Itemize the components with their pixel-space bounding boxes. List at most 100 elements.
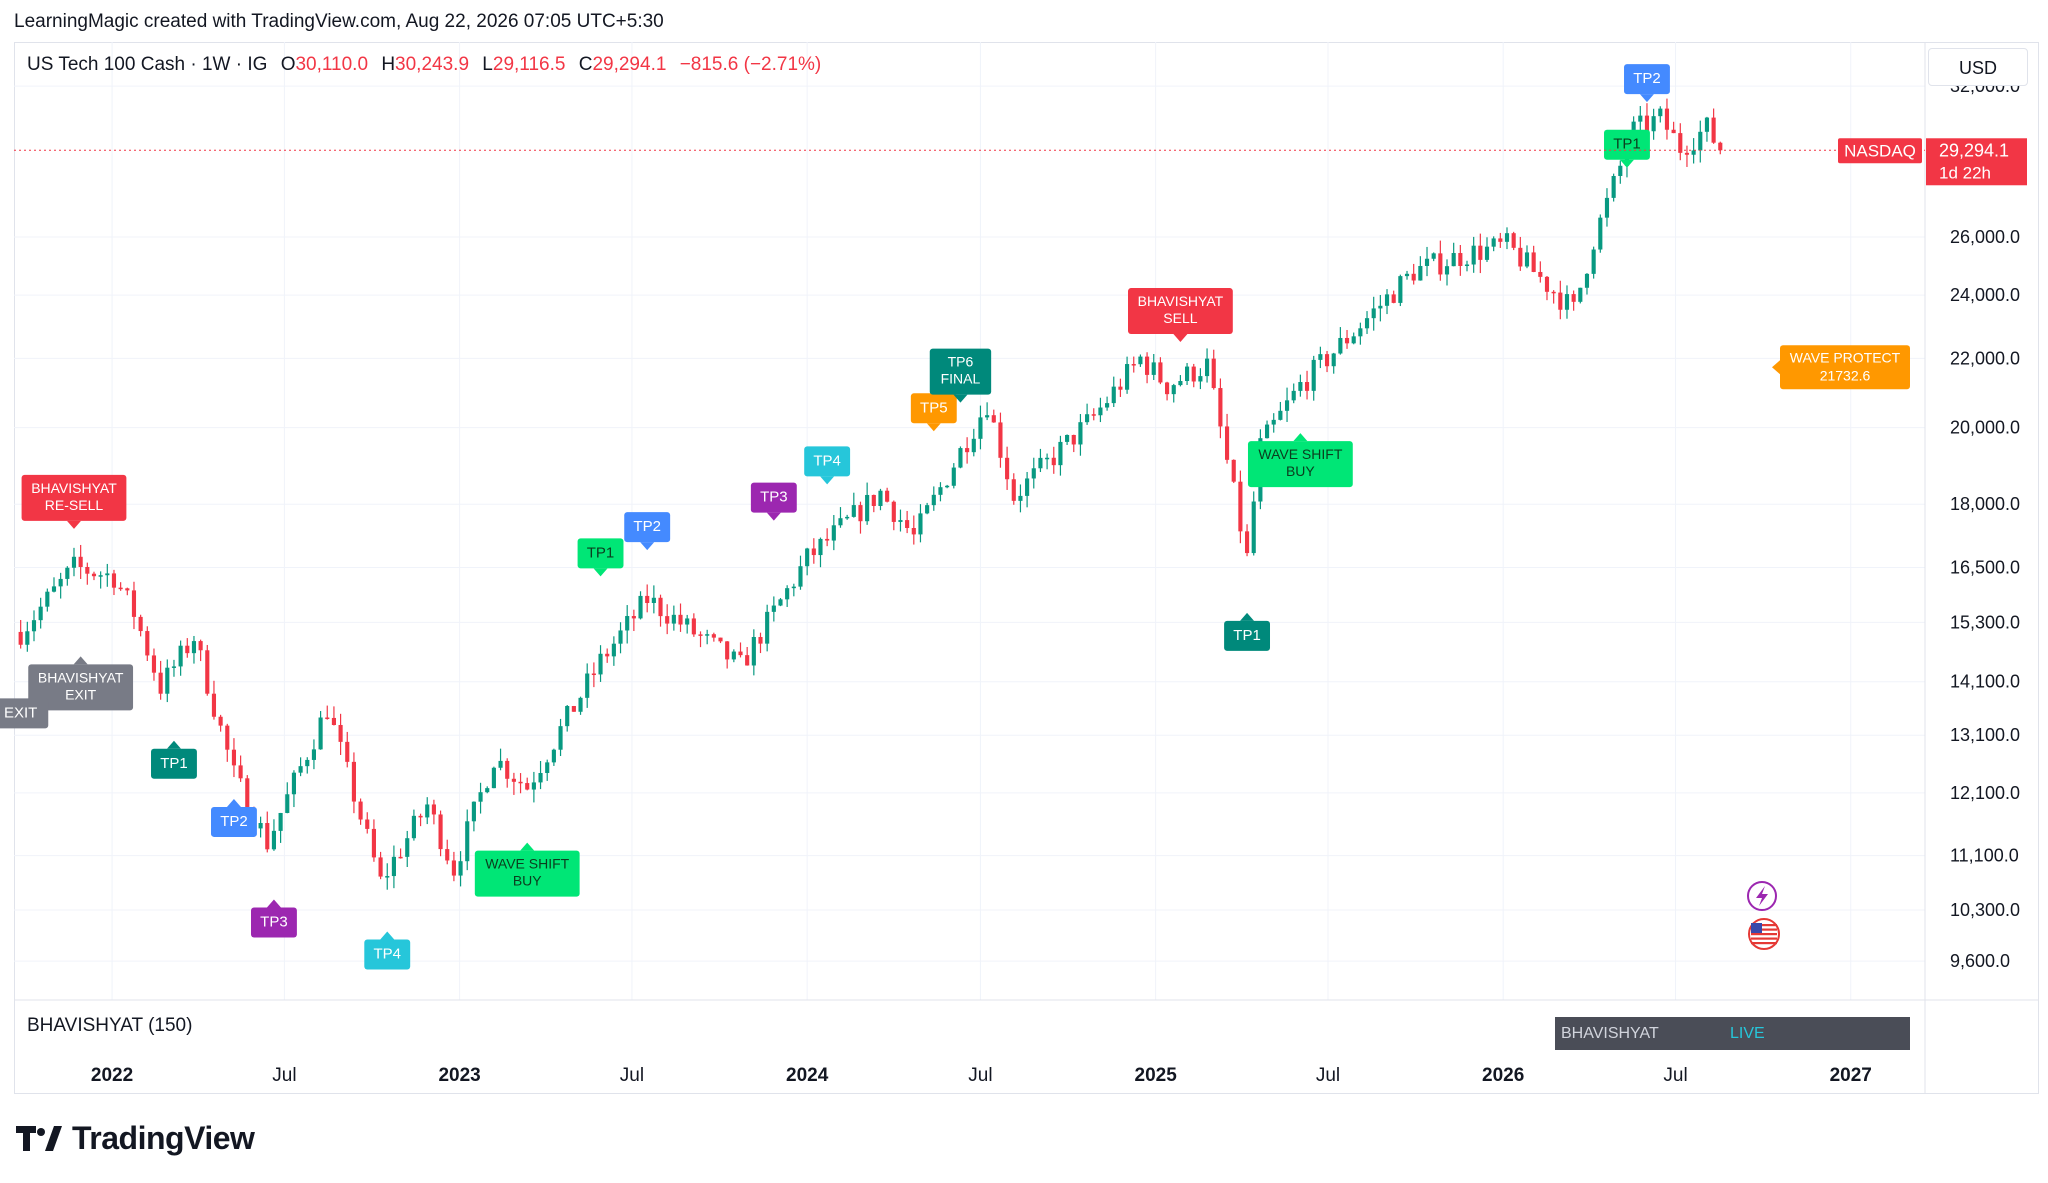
- flag-stripe: [1751, 937, 1777, 940]
- candle-body: [1404, 273, 1410, 277]
- candle-body: [1244, 531, 1250, 554]
- candle-body: [1344, 337, 1350, 344]
- y-tick-label: 18,000.0: [1950, 494, 2020, 514]
- candle-body: [1211, 358, 1216, 389]
- candle-body: [278, 812, 283, 831]
- signal-box: [250, 907, 297, 938]
- candle-body: [1458, 253, 1463, 266]
- x-tick-label: 2025: [1135, 1065, 1178, 1086]
- candle-body: [1484, 246, 1490, 260]
- flag-stripe: [1751, 942, 1777, 945]
- indicator-label[interactable]: BHAVISHYAT (150): [27, 1015, 193, 1036]
- candle-body: [351, 761, 356, 802]
- candle-body: [31, 620, 37, 632]
- signal-text: BUY: [1286, 463, 1315, 479]
- lightning-icon: [1747, 881, 1777, 911]
- candle-body: [171, 666, 177, 668]
- candle-body: [925, 505, 930, 514]
- candle-body: [165, 667, 170, 694]
- candle-body: [938, 487, 943, 495]
- candle-body: [1271, 419, 1276, 425]
- candle-body: [1618, 165, 1623, 176]
- candle-body: [838, 518, 843, 526]
- candle-body: [338, 724, 343, 742]
- candle-body: [138, 616, 143, 632]
- candle-body: [745, 655, 750, 666]
- signal-box: [1247, 441, 1353, 488]
- x-tick-label: 2026: [1482, 1065, 1524, 1086]
- indicator-status-table: BHAVISHYAT LIVE: [1555, 1017, 1910, 1050]
- us-flag-icon: [1748, 918, 1780, 950]
- candle-body: [1518, 247, 1523, 267]
- candle-body: [698, 634, 703, 636]
- candle-body: [431, 804, 436, 815]
- candle-body: [871, 494, 876, 506]
- signal-label-tp1: TP1: [151, 740, 197, 779]
- x-tick-label: 2024: [786, 1065, 829, 1086]
- signal-label-tp2: TP2: [1624, 64, 1670, 103]
- candle-body: [265, 823, 270, 850]
- signal-text: FINAL: [941, 371, 981, 387]
- signal-box: [1224, 620, 1271, 651]
- signal-pointer: [520, 842, 535, 851]
- low-value: 29,116.5: [492, 54, 566, 75]
- signal-label-tp4: TP4: [804, 446, 851, 485]
- candle-body: [1338, 337, 1343, 354]
- candle-body: [1185, 366, 1190, 382]
- signal-text: TP6: [948, 354, 974, 370]
- candle-body: [911, 528, 916, 535]
- candle-body: [1671, 129, 1676, 134]
- y-tick-label: 26,000.0: [1950, 227, 2020, 247]
- candle-body: [1111, 386, 1116, 404]
- candle-body: [605, 653, 610, 657]
- candle-body: [225, 725, 230, 750]
- signal-pointer: [73, 656, 88, 665]
- candle-body: [285, 794, 290, 813]
- lightning-icon-bolt: [1756, 886, 1768, 906]
- candle-body: [498, 760, 503, 768]
- signal-box: [1128, 288, 1233, 335]
- candle-body: [58, 578, 63, 587]
- candle-body: [1171, 385, 1176, 395]
- signal-label-tp4: TP4: [364, 931, 411, 970]
- currency-selector[interactable]: USD: [1928, 48, 2028, 86]
- candle-body: [1038, 457, 1043, 469]
- candle-body: [725, 641, 730, 660]
- candle-body: [1131, 364, 1136, 366]
- wave-protect-text: 21732.6: [1820, 367, 1871, 383]
- signal-label-tp2: TP2: [211, 798, 257, 837]
- tradingview-logo[interactable]: TradingView: [16, 1118, 255, 1158]
- candle-body: [491, 767, 496, 789]
- y-tick-label: 16,500.0: [1950, 557, 2020, 577]
- signal-pointer: [593, 568, 608, 577]
- candle-body: [1318, 354, 1323, 360]
- candle-body: [1438, 253, 1443, 275]
- last-price-label: 29,294.1: [1939, 140, 2009, 160]
- candle-body: [505, 760, 510, 779]
- high-key: H: [381, 54, 396, 75]
- flag-stripe: [1751, 928, 1777, 931]
- candle-body: [38, 606, 43, 621]
- signal-pointer: [266, 899, 281, 908]
- candle-body: [65, 567, 70, 579]
- signal-box: [28, 664, 134, 711]
- candle-body: [845, 516, 850, 519]
- candle-body: [1711, 117, 1716, 143]
- brand-name: TradingView: [72, 1119, 255, 1156]
- candle-body: [1558, 292, 1563, 310]
- candle-body: [1658, 108, 1663, 117]
- candle-body: [371, 828, 376, 858]
- signal-box: [910, 393, 957, 424]
- candle-body: [1651, 116, 1656, 132]
- y-tick-label: 11,100.0: [1950, 846, 2019, 866]
- candle-body: [1284, 400, 1290, 411]
- candle-body: [705, 634, 710, 636]
- candle-body: [1091, 414, 1096, 416]
- candle-body: [1364, 318, 1370, 329]
- y-tick-label: 24,000.0: [1950, 285, 2020, 305]
